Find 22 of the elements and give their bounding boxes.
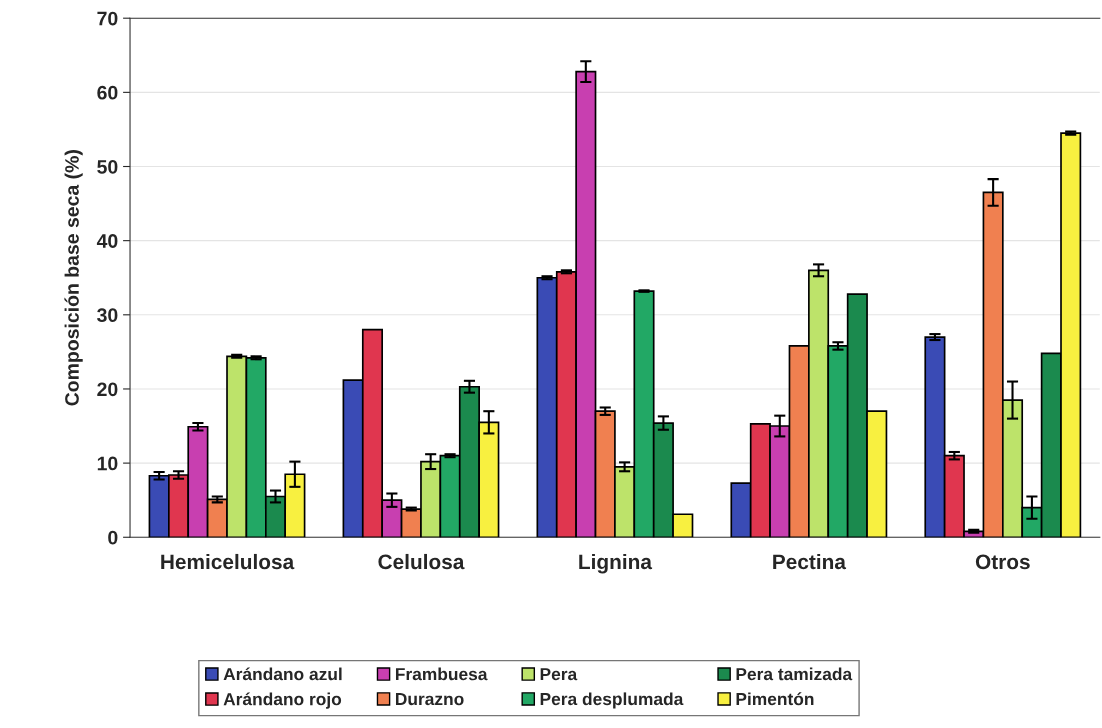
y-tick-label: 10 [97,456,118,471]
x-tick-label: Pectina [773,553,847,570]
y-tick-label: 0 [108,530,118,545]
x-tick-label: Hemicelulosa [161,553,295,570]
legend-label: Pera desplumada [540,692,684,709]
x-tick-label: Lignina [579,553,653,574]
y-tick-label: 60 [97,85,118,100]
legend-label: Pera tamizada [736,667,853,681]
y-tick-label: 30 [97,308,118,323]
legend-label: Pimentón [736,692,814,706]
legend-label: Frambuesa [395,667,488,681]
legend-label: Durazno [395,693,464,706]
y-axis-title: Composición base seca (%) [64,150,83,406]
y-tick-label: 70 [97,11,118,26]
x-tick-label: Celulosa [378,553,465,570]
y-tick-label: 20 [97,382,118,397]
y-tick-label: 50 [97,159,118,174]
x-tick-label: Otros [975,554,1030,570]
legend-label: Pera [540,668,578,681]
legend-label: Arándano azul [223,667,342,681]
legend-label: Arándano rojo [223,692,342,709]
y-tick-label: 40 [96,234,118,248]
